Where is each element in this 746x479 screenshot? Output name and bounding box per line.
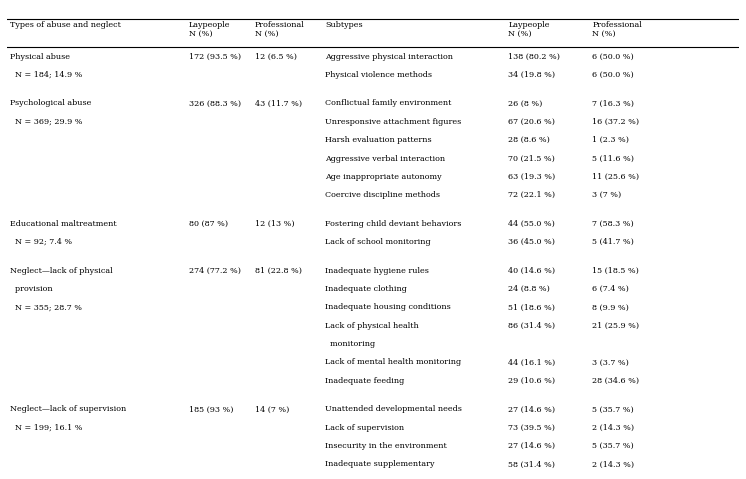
- Text: 24 (8.8 %): 24 (8.8 %): [508, 285, 550, 293]
- Text: N = 355; 28.7 %: N = 355; 28.7 %: [10, 303, 81, 311]
- Text: 27 (14.6 %): 27 (14.6 %): [508, 405, 555, 413]
- Text: 28 (8.6 %): 28 (8.6 %): [508, 136, 550, 144]
- Text: Harsh evaluation patterns: Harsh evaluation patterns: [325, 136, 432, 144]
- Text: 3 (7 %): 3 (7 %): [592, 191, 621, 199]
- Text: Psychological abuse: Psychological abuse: [10, 100, 91, 107]
- Text: Unresponsive attachment figures: Unresponsive attachment figures: [325, 118, 462, 126]
- Text: 2 (14.3 %): 2 (14.3 %): [592, 460, 634, 468]
- Text: Inadequate housing conditions: Inadequate housing conditions: [325, 303, 451, 311]
- Text: 27 (14.6 %): 27 (14.6 %): [508, 442, 555, 450]
- Text: Subtypes: Subtypes: [325, 21, 363, 29]
- Text: Aggressive verbal interaction: Aggressive verbal interaction: [325, 155, 445, 162]
- Text: 67 (20.6 %): 67 (20.6 %): [508, 118, 555, 126]
- Text: Inadequate feeding: Inadequate feeding: [325, 377, 405, 385]
- Text: 72 (22.1 %): 72 (22.1 %): [508, 191, 555, 199]
- Text: 5 (35.7 %): 5 (35.7 %): [592, 405, 634, 413]
- Text: 7 (16.3 %): 7 (16.3 %): [592, 100, 634, 107]
- Text: 63 (19.3 %): 63 (19.3 %): [508, 173, 556, 181]
- Text: Laypeople
N (%): Laypeople N (%): [508, 21, 550, 38]
- Text: N = 92; 7.4 %: N = 92; 7.4 %: [10, 238, 72, 246]
- Text: 6 (50.0 %): 6 (50.0 %): [592, 53, 634, 60]
- Text: 5 (35.7 %): 5 (35.7 %): [592, 442, 634, 450]
- Text: 185 (93 %): 185 (93 %): [189, 405, 233, 413]
- Text: Fostering child deviant behaviors: Fostering child deviant behaviors: [325, 220, 462, 228]
- Text: Neglect—lack of supervision: Neglect—lack of supervision: [10, 405, 126, 413]
- Text: Inadequate supplementary: Inadequate supplementary: [325, 460, 435, 468]
- Text: 8 (9.9 %): 8 (9.9 %): [592, 303, 629, 311]
- Text: 6 (7.4 %): 6 (7.4 %): [592, 285, 629, 293]
- Text: N = 184; 14.9 %: N = 184; 14.9 %: [10, 71, 82, 79]
- Text: Coercive discipline methods: Coercive discipline methods: [325, 191, 440, 199]
- Text: 1 (2.3 %): 1 (2.3 %): [592, 136, 630, 144]
- Text: Unattended developmental needs: Unattended developmental needs: [325, 405, 463, 413]
- Text: 36 (45.0 %): 36 (45.0 %): [508, 238, 555, 246]
- Text: Lack of physical health: Lack of physical health: [325, 322, 419, 330]
- Text: 29 (10.6 %): 29 (10.6 %): [508, 377, 555, 385]
- Text: 6 (50.0 %): 6 (50.0 %): [592, 71, 634, 79]
- Text: 80 (87 %): 80 (87 %): [189, 220, 228, 228]
- Text: Physical abuse: Physical abuse: [10, 53, 69, 60]
- Text: Inadequate hygiene rules: Inadequate hygiene rules: [325, 267, 430, 274]
- Text: Professional
N (%): Professional N (%): [254, 21, 304, 38]
- Text: Neglect—lack of physical: Neglect—lack of physical: [10, 267, 113, 274]
- Text: 28 (34.6 %): 28 (34.6 %): [592, 377, 639, 385]
- Text: monitoring: monitoring: [325, 340, 375, 348]
- Text: 172 (93.5 %): 172 (93.5 %): [189, 53, 241, 60]
- Text: Aggressive physical interaction: Aggressive physical interaction: [325, 53, 454, 60]
- Text: provision: provision: [10, 285, 52, 293]
- Text: 7 (58.3 %): 7 (58.3 %): [592, 220, 634, 228]
- Text: 21 (25.9 %): 21 (25.9 %): [592, 322, 639, 330]
- Text: 326 (88.3 %): 326 (88.3 %): [189, 100, 241, 107]
- Text: 138 (80.2 %): 138 (80.2 %): [508, 53, 560, 60]
- Text: 12 (13 %): 12 (13 %): [254, 220, 294, 228]
- Text: Lack of supervision: Lack of supervision: [325, 424, 404, 432]
- Text: 58 (31.4 %): 58 (31.4 %): [508, 460, 555, 468]
- Text: 15 (18.5 %): 15 (18.5 %): [592, 267, 639, 274]
- Text: 3 (3.7 %): 3 (3.7 %): [592, 358, 629, 366]
- Text: 26 (8 %): 26 (8 %): [508, 100, 542, 107]
- Text: 51 (18.6 %): 51 (18.6 %): [508, 303, 555, 311]
- Text: N = 369; 29.9 %: N = 369; 29.9 %: [10, 118, 82, 126]
- Text: 43 (11.7 %): 43 (11.7 %): [254, 100, 301, 107]
- Text: 2 (14.3 %): 2 (14.3 %): [592, 424, 634, 432]
- Text: Educational maltreatment: Educational maltreatment: [10, 220, 116, 228]
- Text: Lack of school monitoring: Lack of school monitoring: [325, 238, 431, 246]
- Text: 12 (6.5 %): 12 (6.5 %): [254, 53, 297, 60]
- Text: Laypeople
N (%): Laypeople N (%): [189, 21, 231, 38]
- Text: N = 199; 16.1 %: N = 199; 16.1 %: [10, 424, 82, 432]
- Text: Lack of mental health monitoring: Lack of mental health monitoring: [325, 358, 462, 366]
- Text: 44 (16.1 %): 44 (16.1 %): [508, 358, 556, 366]
- Text: Insecurity in the environment: Insecurity in the environment: [325, 442, 448, 450]
- Text: 5 (41.7 %): 5 (41.7 %): [592, 238, 634, 246]
- Text: 5 (11.6 %): 5 (11.6 %): [592, 155, 634, 162]
- Text: 81 (22.8 %): 81 (22.8 %): [254, 267, 301, 274]
- Text: 86 (31.4 %): 86 (31.4 %): [508, 322, 555, 330]
- Text: Inadequate clothing: Inadequate clothing: [325, 285, 407, 293]
- Text: 70 (21.5 %): 70 (21.5 %): [508, 155, 555, 162]
- Text: Age inappropriate autonomy: Age inappropriate autonomy: [325, 173, 442, 181]
- Text: Conflictual family environment: Conflictual family environment: [325, 100, 452, 107]
- Text: 44 (55.0 %): 44 (55.0 %): [508, 220, 555, 228]
- Text: 14 (7 %): 14 (7 %): [254, 405, 289, 413]
- Text: 16 (37.2 %): 16 (37.2 %): [592, 118, 639, 126]
- Text: 11 (25.6 %): 11 (25.6 %): [592, 173, 639, 181]
- Text: Types of abuse and neglect: Types of abuse and neglect: [10, 21, 121, 29]
- Text: 34 (19.8 %): 34 (19.8 %): [508, 71, 555, 79]
- Text: 40 (14.6 %): 40 (14.6 %): [508, 267, 555, 274]
- Text: 73 (39.5 %): 73 (39.5 %): [508, 424, 555, 432]
- Text: 274 (77.2 %): 274 (77.2 %): [189, 267, 241, 274]
- Text: Physical violence methods: Physical violence methods: [325, 71, 433, 79]
- Text: Professional
N (%): Professional N (%): [592, 21, 642, 38]
